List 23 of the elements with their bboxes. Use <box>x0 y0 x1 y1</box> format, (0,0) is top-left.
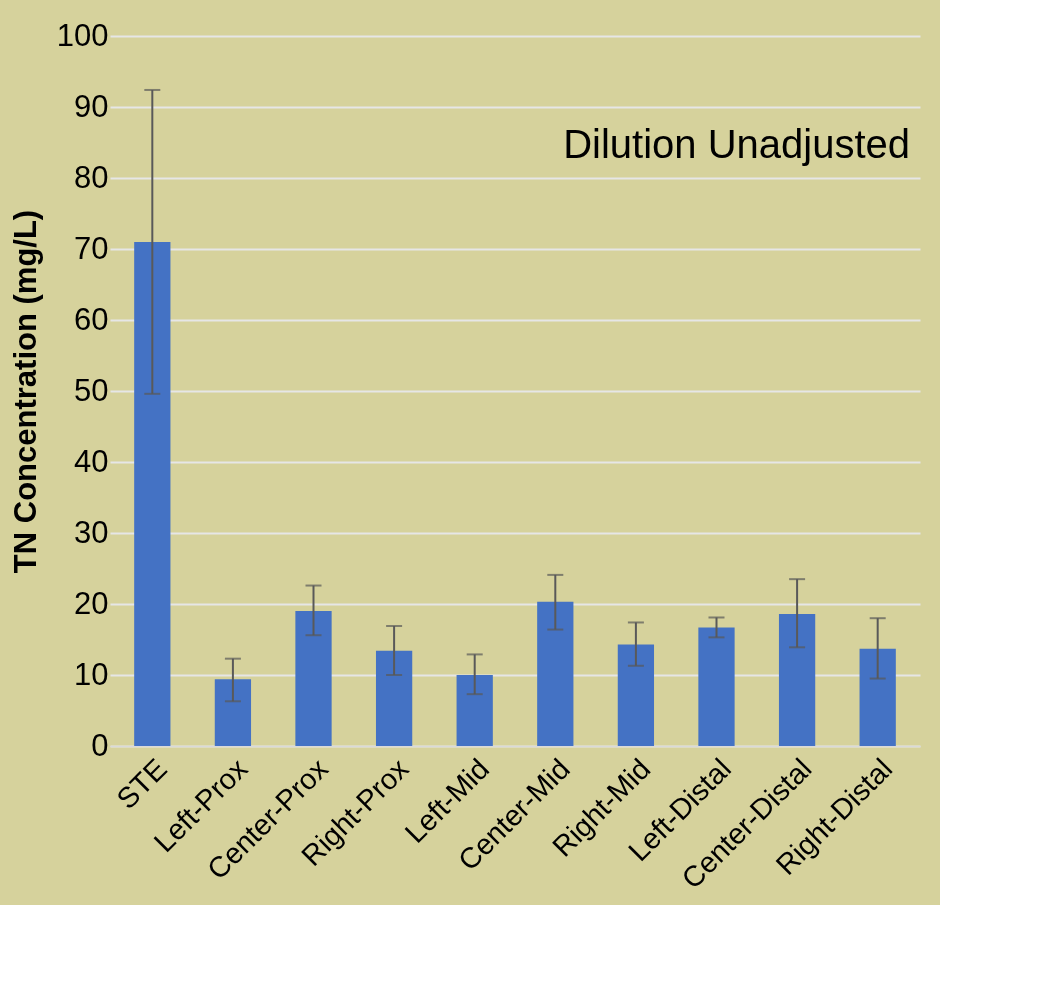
y-tick-label: 80 <box>74 159 109 195</box>
bar <box>698 627 735 746</box>
y-tick-label: 60 <box>74 301 109 337</box>
y-tick-label: 70 <box>74 230 109 266</box>
y-tick-label: 0 <box>91 727 109 763</box>
bar <box>617 644 655 746</box>
bar <box>778 613 816 746</box>
y-tick-label: 90 <box>74 88 109 124</box>
annotation: Dilution Unadjusted <box>563 122 910 166</box>
bar <box>537 601 574 746</box>
y-tick-label: 20 <box>74 585 109 621</box>
bar <box>859 648 896 746</box>
y-tick-label: 10 <box>74 656 109 692</box>
y-tick-label: 30 <box>74 514 109 550</box>
y-tick-label: 50 <box>74 372 109 408</box>
bar <box>375 650 413 746</box>
bar <box>134 241 171 746</box>
y-axis-title: TN Concentration (mg/L) <box>7 209 43 574</box>
y-tick-label: 100 <box>56 17 109 53</box>
bar <box>456 675 493 746</box>
bar <box>214 679 252 746</box>
y-tick-label: 40 <box>74 443 109 479</box>
bar <box>295 611 332 746</box>
